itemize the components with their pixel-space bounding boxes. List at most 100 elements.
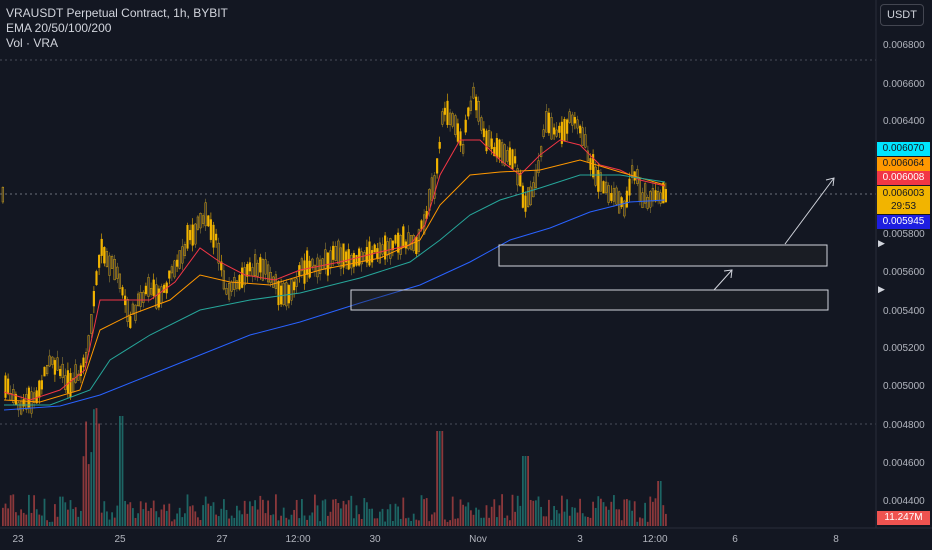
currency-button[interactable]: USDT <box>880 4 924 26</box>
candle-body <box>378 242 381 264</box>
volume-bar <box>337 502 340 526</box>
volume-bar <box>163 504 165 526</box>
arrow-up-large[interactable] <box>784 177 835 245</box>
candle-body <box>306 250 309 275</box>
volume-bar <box>132 508 134 526</box>
candle-body <box>638 178 641 202</box>
candle-body <box>451 113 454 127</box>
candle-body <box>649 191 652 208</box>
volume-bar <box>574 507 576 526</box>
volume-bar <box>428 521 431 526</box>
volume-bar <box>139 501 142 526</box>
symbol-title[interactable]: VRAUSDT Perpetual Contract, 1h, BYBIT <box>6 6 228 20</box>
volume-bar <box>176 513 178 526</box>
candle-body <box>311 258 314 267</box>
volume-bar <box>77 516 80 526</box>
candle-body <box>201 215 205 224</box>
candle-body <box>646 197 649 209</box>
candle-body <box>610 193 613 201</box>
volume-indicator-label[interactable]: Vol · VRA <box>6 36 59 50</box>
volume-bar <box>623 499 626 526</box>
candle-body <box>332 245 335 260</box>
upper-demand-zone[interactable] <box>498 244 828 267</box>
candle-body <box>74 364 77 383</box>
candle-body <box>386 241 389 256</box>
volume-bar <box>243 500 246 526</box>
volume-bar <box>384 521 386 526</box>
candle-body <box>516 168 519 186</box>
volume-bar <box>316 505 319 526</box>
candle-body <box>217 242 220 264</box>
ema-indicator-label[interactable]: EMA 20/50/100/200 <box>6 21 112 35</box>
time-tick-label: 3 <box>577 534 583 545</box>
candle-body <box>550 117 553 140</box>
volume-bar <box>511 494 514 526</box>
volume-bar <box>345 504 347 526</box>
candle-body <box>475 96 478 111</box>
candle-body <box>493 147 496 157</box>
volume-bar <box>181 517 184 526</box>
volume-bar <box>43 498 46 526</box>
candle-body <box>256 262 259 277</box>
volume-bar <box>184 513 186 526</box>
candle-body <box>48 355 51 367</box>
candle-body <box>397 232 400 253</box>
candle-body <box>90 314 93 334</box>
volume-bar <box>334 499 337 526</box>
candle-body <box>584 134 587 148</box>
candle-body <box>355 254 358 266</box>
scroll-right-icon[interactable]: ▶ <box>878 284 885 294</box>
arrow-up-small[interactable] <box>713 269 733 291</box>
volume-bar <box>376 518 379 526</box>
ema-line <box>3 159 666 403</box>
candle-body <box>581 127 584 146</box>
volume-bar <box>490 506 493 526</box>
volume-bar <box>17 515 20 526</box>
candle-body <box>220 261 223 271</box>
volume-bar <box>259 495 262 526</box>
candle-body <box>251 267 254 277</box>
volume-bar <box>537 496 540 526</box>
volume-bar <box>241 514 243 526</box>
volume-bar <box>277 520 280 526</box>
volume-bar <box>527 456 529 526</box>
volume-bar <box>100 512 103 526</box>
candle-body <box>188 229 192 241</box>
time-tick-label: Nov <box>469 534 487 545</box>
candle-body <box>607 185 610 203</box>
volume-bar <box>639 517 641 526</box>
candle-body <box>118 273 121 289</box>
volume-bar <box>420 495 423 526</box>
volume-bar <box>301 499 303 526</box>
candle-body <box>6 378 10 395</box>
candle-body <box>178 250 181 269</box>
volume-bar <box>160 509 163 526</box>
candle-body <box>38 380 41 398</box>
price-tick-label: 0.004800 <box>883 420 925 431</box>
ema-red-tag: 0.006008 <box>877 171 930 185</box>
volume-bar <box>165 510 168 526</box>
volume-bar <box>4 503 7 526</box>
volume-bar <box>470 510 472 526</box>
candle-body <box>597 169 600 192</box>
volume-bar <box>509 520 511 526</box>
volume-bar <box>126 504 129 526</box>
candle-body <box>225 288 228 295</box>
volume-bar <box>30 512 33 526</box>
candle-body <box>571 114 574 126</box>
volume-bar <box>308 515 311 526</box>
volume-bar <box>264 513 267 526</box>
candle-body <box>446 100 449 125</box>
candle-body <box>79 365 82 377</box>
volume-bar <box>233 517 236 526</box>
scroll-right-icon[interactable]: ▶ <box>878 238 885 248</box>
lower-demand-zone[interactable] <box>350 289 829 311</box>
candle-body <box>209 219 212 240</box>
candle-body <box>495 138 498 158</box>
candle-body <box>227 282 231 300</box>
candle-body <box>399 235 402 255</box>
volume-bar <box>410 521 412 526</box>
volume-bar <box>457 518 459 526</box>
volume-bar <box>269 515 272 526</box>
